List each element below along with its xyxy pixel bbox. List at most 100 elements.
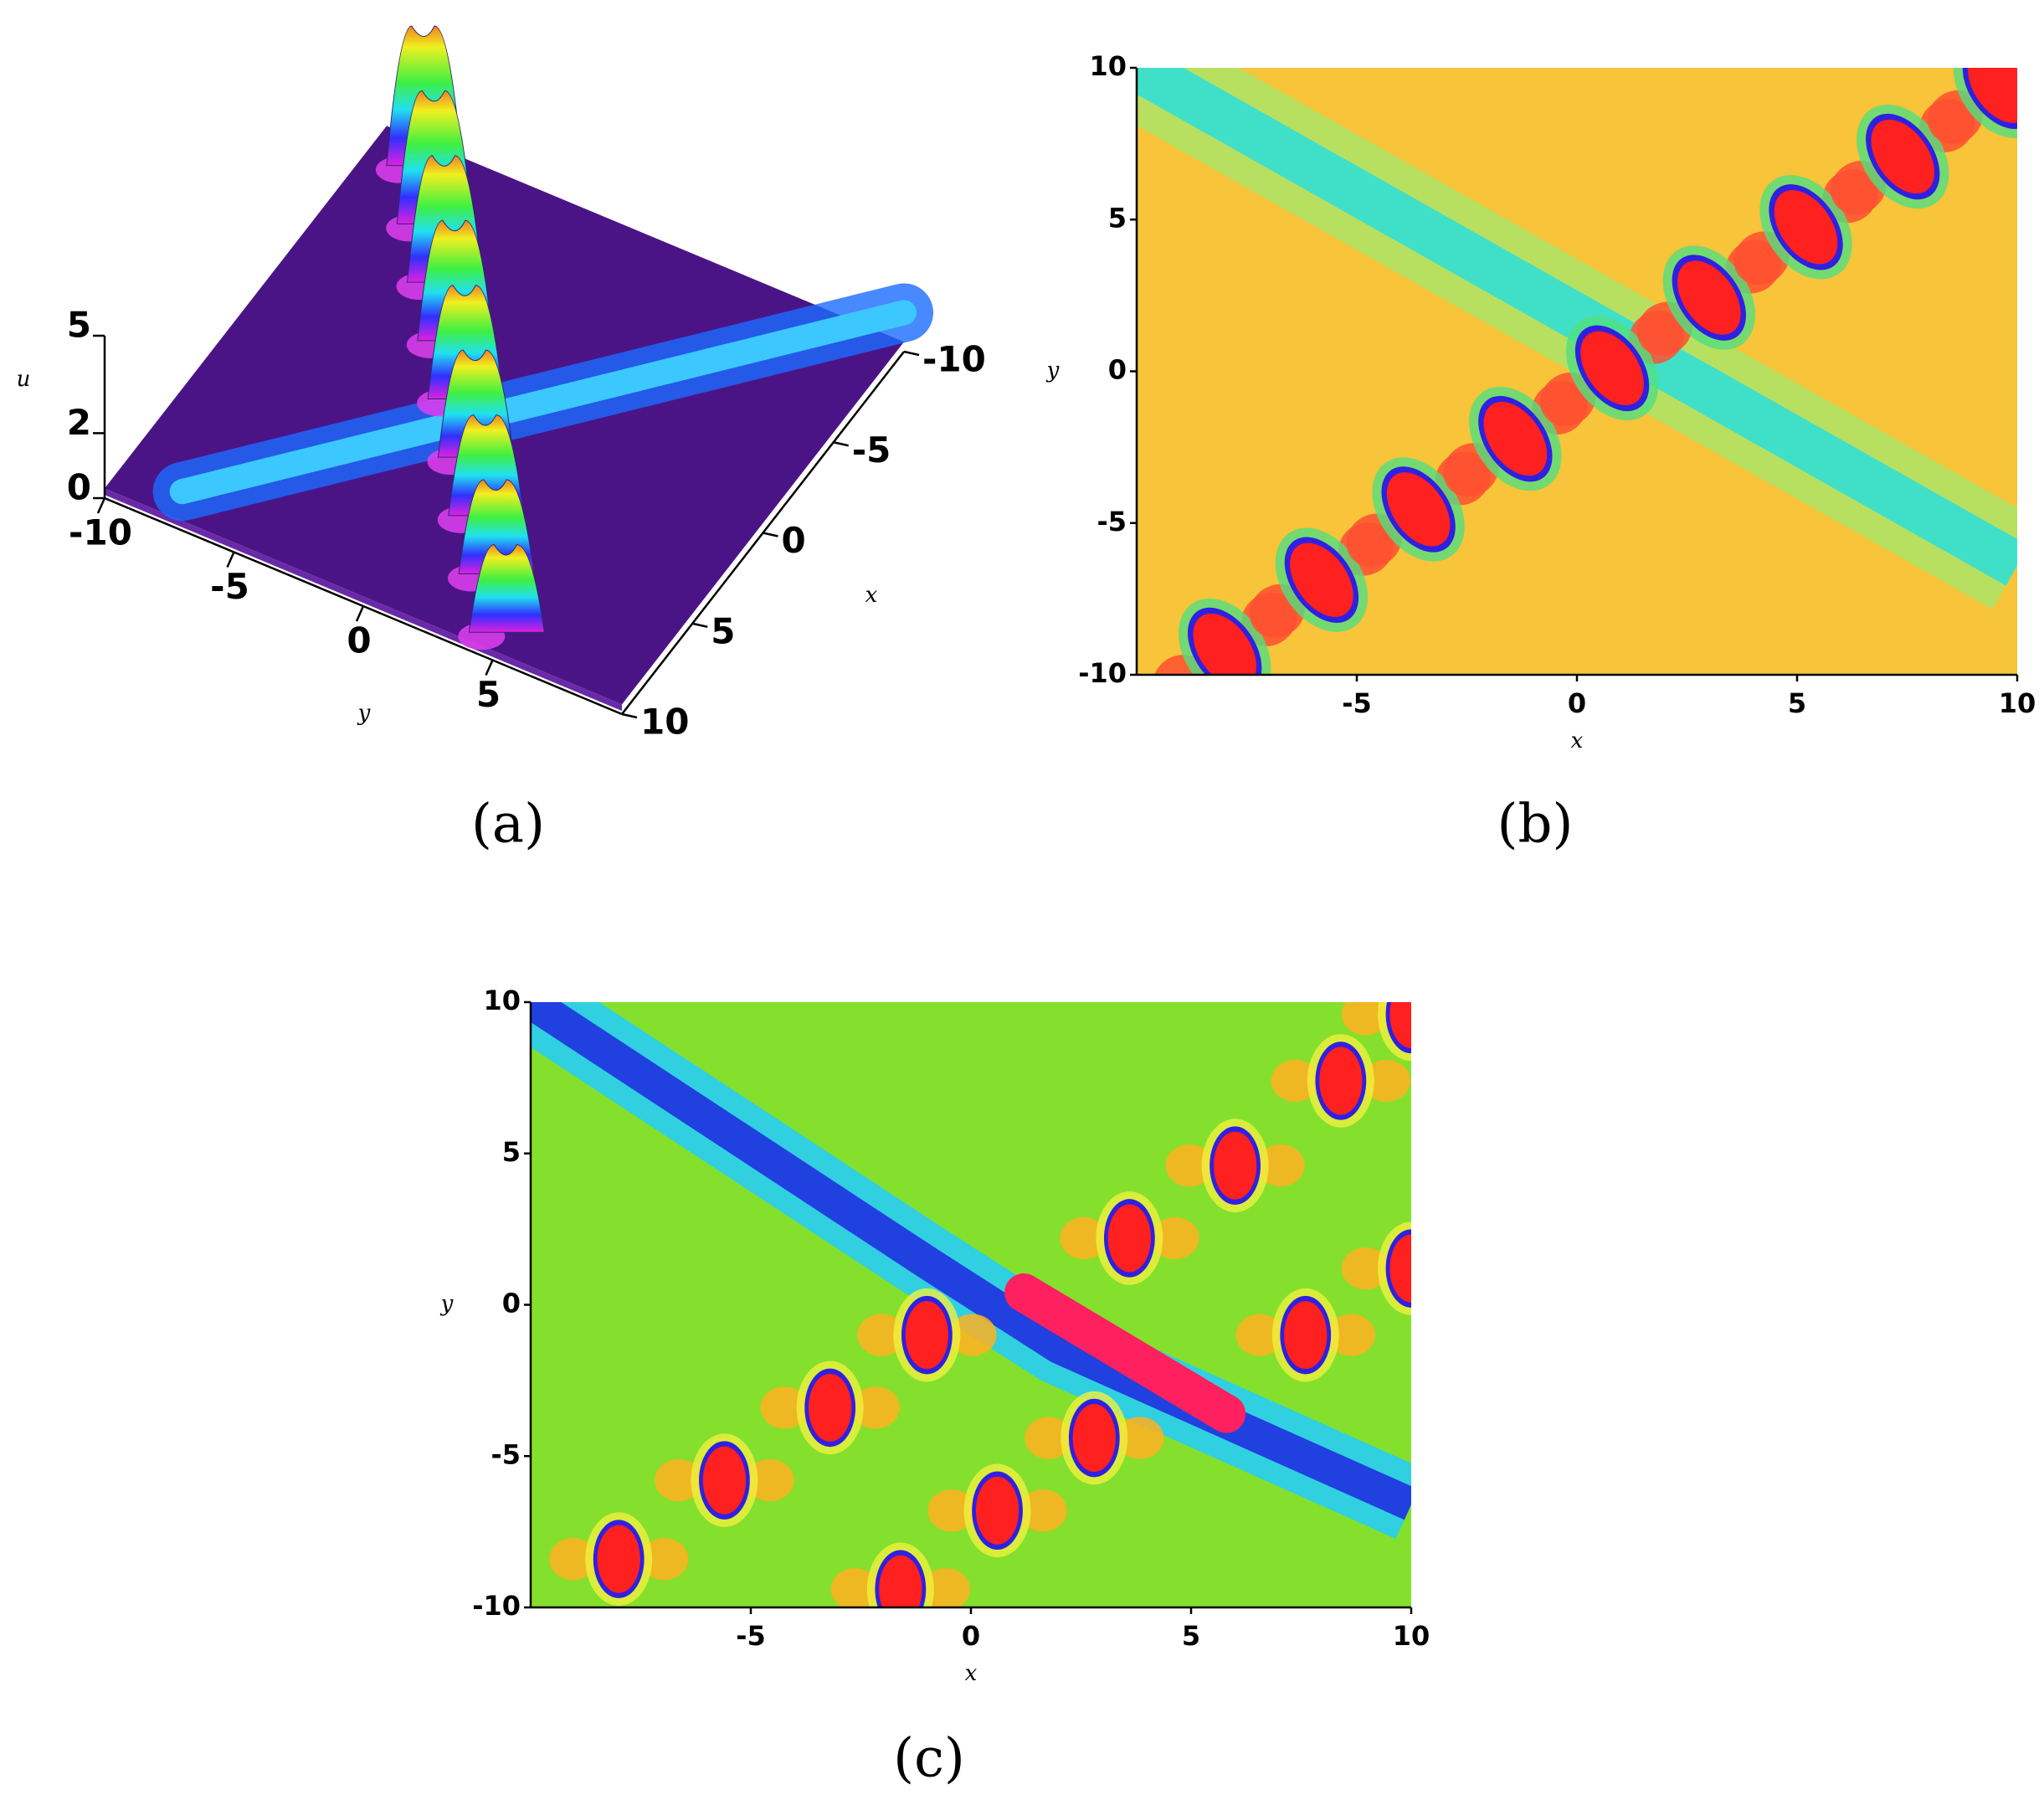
lobe bbox=[1115, 1417, 1164, 1459]
density-field bbox=[531, 993, 1482, 1607]
panel-label: (b) bbox=[1497, 794, 1574, 856]
blob-core bbox=[1107, 1204, 1151, 1273]
lobe bbox=[1025, 1417, 1073, 1459]
blob-core bbox=[879, 1555, 922, 1607]
panel-a: 0 2 5 -10 -5 0 5 -10 -5 0 5 10 u y x (a) bbox=[17, 25, 986, 856]
lobe bbox=[857, 1314, 906, 1356]
density-field bbox=[1137, 68, 2017, 675]
lobe bbox=[1362, 1059, 1411, 1103]
lobe bbox=[948, 1314, 997, 1356]
x-tick-label: 0 bbox=[962, 1620, 980, 1652]
blob-core bbox=[1389, 1002, 1411, 1048]
lobe bbox=[851, 1386, 900, 1429]
x-tick bbox=[691, 622, 708, 628]
blob-core bbox=[1214, 1131, 1257, 1200]
x-tick-label: 10 bbox=[1393, 1620, 1430, 1652]
x-tick-label: 0 bbox=[782, 520, 806, 561]
lobe bbox=[922, 1568, 971, 1607]
blob-core bbox=[905, 1301, 948, 1370]
y-tick-label: -5 bbox=[1096, 506, 1127, 537]
lobe bbox=[1235, 1314, 1285, 1356]
blob-core bbox=[1193, 613, 1256, 675]
blob-core bbox=[1290, 543, 1353, 617]
y-axis-title: y bbox=[357, 701, 371, 726]
y-tick-label: 5 bbox=[502, 1136, 521, 1168]
blob-core bbox=[597, 1525, 640, 1593]
y-tick-label: 0 bbox=[502, 1288, 521, 1319]
x-tick-label: 5 bbox=[711, 610, 735, 651]
x-tick bbox=[833, 441, 850, 447]
surface-front bbox=[105, 488, 622, 712]
soliton bbox=[1137, 68, 2017, 586]
lobe bbox=[1150, 1216, 1199, 1260]
z-tick-label: 5 bbox=[67, 305, 91, 346]
lobe bbox=[639, 1537, 689, 1581]
core-band bbox=[1004, 1273, 1246, 1433]
lobe bbox=[1256, 1144, 1305, 1187]
z-tick-label: 2 bbox=[67, 402, 91, 443]
panel-label: (c) bbox=[893, 1728, 965, 1790]
blob-core bbox=[1580, 331, 1644, 406]
lobe bbox=[1019, 1489, 1067, 1532]
z-tick-label: 0 bbox=[67, 467, 91, 508]
lobe bbox=[1433, 993, 1482, 1035]
blob-core bbox=[1677, 260, 1741, 335]
blob-core bbox=[702, 1446, 747, 1514]
y-tick bbox=[226, 551, 235, 568]
x-tick-label: -5 bbox=[852, 429, 891, 471]
y-tick-label: 0 bbox=[347, 620, 371, 661]
blob-core bbox=[1386, 472, 1451, 547]
panel-1: -5 0 5 10 -10 -5 0 5 10 x y (b) bbox=[1046, 50, 2036, 856]
x-tick-label: 5 bbox=[1788, 687, 1806, 719]
lobe bbox=[549, 1537, 598, 1581]
y-tick bbox=[485, 659, 494, 676]
x-tick-label: 5 bbox=[1182, 1620, 1200, 1652]
x-tick bbox=[763, 532, 778, 537]
blob-core bbox=[1968, 68, 2017, 123]
x-tick bbox=[903, 350, 920, 357]
y-tick-label: -10 bbox=[1078, 657, 1127, 689]
y-tick-label: -5 bbox=[490, 1438, 521, 1470]
x-tick-label: -5 bbox=[736, 1620, 766, 1652]
blob-core bbox=[1483, 402, 1548, 476]
peak bbox=[468, 543, 545, 633]
lobe bbox=[1060, 1216, 1108, 1260]
y-tick-label: 0 bbox=[1108, 354, 1127, 386]
panel-label: (a) bbox=[471, 794, 545, 856]
y-tick bbox=[96, 497, 106, 514]
y-tick-label: 10 bbox=[1089, 50, 1127, 82]
lobe bbox=[1341, 1002, 1390, 1036]
blob-core bbox=[809, 1373, 852, 1442]
panel-2: -5 0 5 10 -10 -5 0 5 10 x y (c) bbox=[440, 985, 1482, 1790]
lobe bbox=[927, 1489, 976, 1532]
soliton bbox=[531, 1002, 1411, 1520]
z-axis-title: u bbox=[17, 367, 31, 392]
x-tick-label: -10 bbox=[922, 339, 986, 380]
x-axis-title: x bbox=[865, 583, 878, 608]
blob-core bbox=[1072, 1404, 1116, 1473]
lobe bbox=[1341, 1247, 1390, 1290]
lobe bbox=[655, 1458, 703, 1502]
x-axis-title: x bbox=[1571, 728, 1584, 753]
x-axis-title: x bbox=[965, 1661, 978, 1686]
y-tick-label: 10 bbox=[483, 985, 521, 1016]
blob-core bbox=[1389, 1234, 1411, 1303]
blob-core bbox=[1871, 119, 1935, 194]
y-axis-title: y bbox=[440, 1292, 454, 1317]
blob-core bbox=[975, 1476, 1019, 1545]
blob-core bbox=[1774, 190, 1838, 265]
y-axis-title: y bbox=[1046, 358, 1060, 383]
y-tick-label: -5 bbox=[210, 566, 249, 607]
lobe bbox=[1433, 1247, 1482, 1289]
y-tick-label: -10 bbox=[472, 1590, 521, 1622]
ridge bbox=[169, 300, 917, 505]
x-tick-label: 0 bbox=[1568, 687, 1586, 719]
x-tick bbox=[621, 712, 638, 719]
lobe bbox=[746, 1458, 794, 1502]
lobe bbox=[1271, 1059, 1320, 1103]
y-tick bbox=[355, 605, 365, 622]
x-tick-label: 10 bbox=[1999, 687, 2036, 719]
x-tick-label: -5 bbox=[1342, 687, 1372, 719]
lobe bbox=[830, 1568, 880, 1607]
